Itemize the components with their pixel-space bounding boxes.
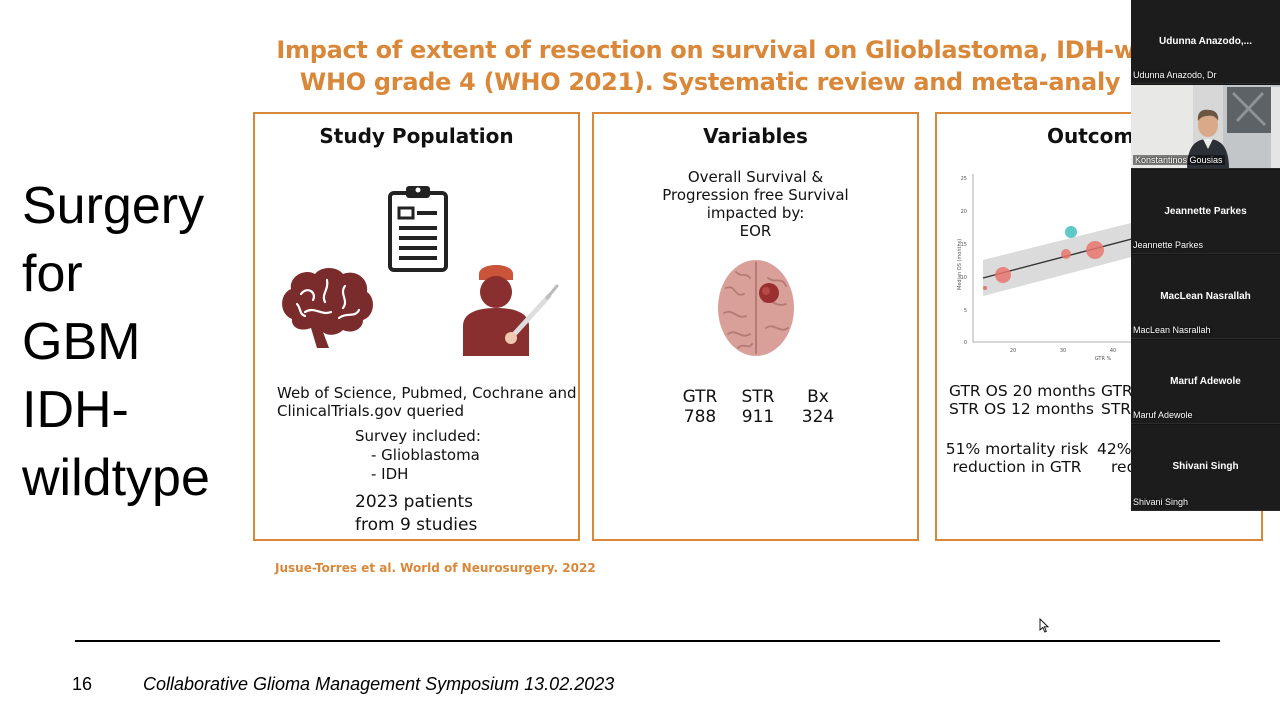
group-label: GTR	[682, 387, 718, 407]
survey-item: - IDH	[371, 465, 409, 483]
clipboard-icon	[388, 186, 448, 272]
slide-title-line-1: Impact of extent of resection on surviva…	[276, 36, 1144, 64]
pfs-risk-line: 42%	[1097, 440, 1132, 458]
pfs-results: GTR STR	[1101, 382, 1133, 418]
brain-tumor-icon	[718, 260, 794, 356]
variables-description: Overall Survival & Progression free Surv…	[594, 168, 917, 240]
description-line: impacted by:	[706, 204, 805, 222]
participant-display-name: MacLean Nasrallah	[1160, 291, 1251, 302]
side-title-line: GBM	[22, 313, 141, 371]
description-line: Overall Survival &	[687, 168, 824, 186]
plot-xtick: 30	[1060, 348, 1066, 354]
participant-panel: Udunna Anazodo,... Udunna Anazodo, Dr Ko…	[1131, 0, 1280, 511]
participant-nameplate: Udunna Anazodo, Dr	[1133, 70, 1217, 80]
participant-nameplate: Maruf Adewole	[1133, 410, 1193, 420]
participant-display-name: Udunna Anazodo,...	[1159, 36, 1252, 47]
plot-ytick: 15	[961, 242, 967, 248]
participant-nameplate: Konstantinos Gousias	[1133, 155, 1225, 165]
mortality-line: reduction in GTR	[952, 458, 1082, 476]
study-sources: Web of Science, Pubmed, Cochrane and Cli…	[277, 384, 577, 420]
os-scatter-plot: 25 20 15 10 5 0 20 30 40 GTR % Median OS…	[957, 174, 1143, 362]
pfs-risk-reduction: 42% red	[1097, 440, 1136, 476]
pfs-risk-line: red	[1111, 458, 1137, 476]
group-str: STR 911	[738, 387, 778, 427]
study-count: from 9 studies	[355, 515, 478, 535]
plot-xtick: 20	[1010, 348, 1016, 354]
plot-ytick: 10	[961, 275, 967, 281]
side-title-line: wildtype	[22, 449, 210, 507]
participant-video-tile[interactable]: Konstantinos Gousias	[1131, 85, 1280, 169]
group-label: Bx	[807, 387, 829, 407]
group-value: 911	[741, 407, 775, 427]
group-value: 788	[683, 407, 717, 427]
participant-nameplate: Jeannette Parkes	[1133, 240, 1204, 250]
participant-video-feed	[1131, 85, 1280, 168]
panel-heading: Outcom	[1047, 124, 1135, 148]
os-line: STR OS 12 months	[949, 400, 1095, 418]
group-gtr: GTR 788	[680, 387, 720, 427]
participant-tile[interactable]: MacLean Nasrallah MacLean Nasrallah	[1131, 255, 1280, 339]
footer-text: Collaborative Glioma Management Symposiu…	[143, 674, 615, 694]
panel-heading: Variables	[703, 124, 808, 148]
slide-title-line-2: WHO grade 4 (WHO 2021). Systematic revie…	[299, 68, 1121, 96]
plot-xtick: 40	[1110, 348, 1116, 354]
participant-tile[interactable]: Maruf Adewole Maruf Adewole	[1131, 340, 1280, 424]
participant-tile[interactable]: Shivani Singh Shivani Singh	[1131, 425, 1280, 511]
side-title-line: for	[22, 245, 83, 303]
plot-ytick: 20	[961, 209, 967, 215]
brain-icon	[282, 268, 373, 348]
plot-ylabel: Median OS (months)	[957, 239, 963, 290]
footer-divider	[75, 640, 1220, 642]
plot-ytick: 25	[961, 176, 967, 182]
participant-nameplate: MacLean Nasrallah	[1133, 325, 1211, 335]
panel-heading: Study Population	[319, 124, 514, 148]
participant-display-name: Maruf Adewole	[1170, 376, 1241, 387]
participant-display-name: Jeannette Parkes	[1164, 206, 1247, 217]
description-line: EOR	[739, 222, 772, 240]
citation: Jusue-Torres et al. World of Neurosurger…	[275, 561, 596, 575]
participant-display-name: Shivani Singh	[1172, 461, 1239, 472]
plot-xlabel: GTR %	[1095, 356, 1112, 362]
mortality-reduction: 51% mortality risk reduction in GTR	[945, 440, 1089, 476]
plot-ytick: 0	[964, 340, 967, 346]
slide-title: Impact of extent of resection on surviva…	[260, 34, 1160, 98]
participant-tile[interactable]: Udunna Anazodo,... Udunna Anazodo, Dr	[1131, 0, 1280, 84]
pfs-line: STR	[1101, 400, 1132, 418]
side-title-line: IDH-	[22, 381, 129, 439]
pfs-line: GTR	[1101, 382, 1133, 400]
mouse-pointer-icon	[1039, 618, 1049, 633]
plot-ytick: 5	[964, 308, 967, 314]
description-line: Progression free Survival	[662, 186, 849, 204]
participant-tile[interactable]: Jeannette Parkes Jeannette Parkes	[1131, 170, 1280, 254]
surgeon-icon	[463, 265, 559, 356]
study-population-panel: Study Population Web of Science, Pubmed,…	[253, 112, 580, 541]
variables-panel: Variables Overall Survival & Progression…	[592, 112, 919, 541]
participant-nameplate: Shivani Singh	[1133, 497, 1189, 507]
patient-count: 2023 patients	[355, 492, 474, 512]
os-line: GTR OS 20 months	[949, 382, 1096, 400]
group-label: STR	[741, 387, 775, 407]
side-title-line: Surgery	[22, 177, 205, 235]
survey-item: - Glioblastoma	[371, 446, 480, 464]
survey-label: Survey included:	[355, 427, 481, 445]
side-title: Surgery for GBM IDH- wildtype	[22, 172, 210, 512]
group-bx: Bx 324	[798, 387, 838, 427]
slide-number: 16	[72, 674, 93, 694]
mortality-line: 51% mortality risk	[945, 440, 1089, 458]
group-value: 324	[801, 407, 835, 427]
os-results: GTR OS 20 months STR OS 12 months	[949, 382, 1096, 418]
